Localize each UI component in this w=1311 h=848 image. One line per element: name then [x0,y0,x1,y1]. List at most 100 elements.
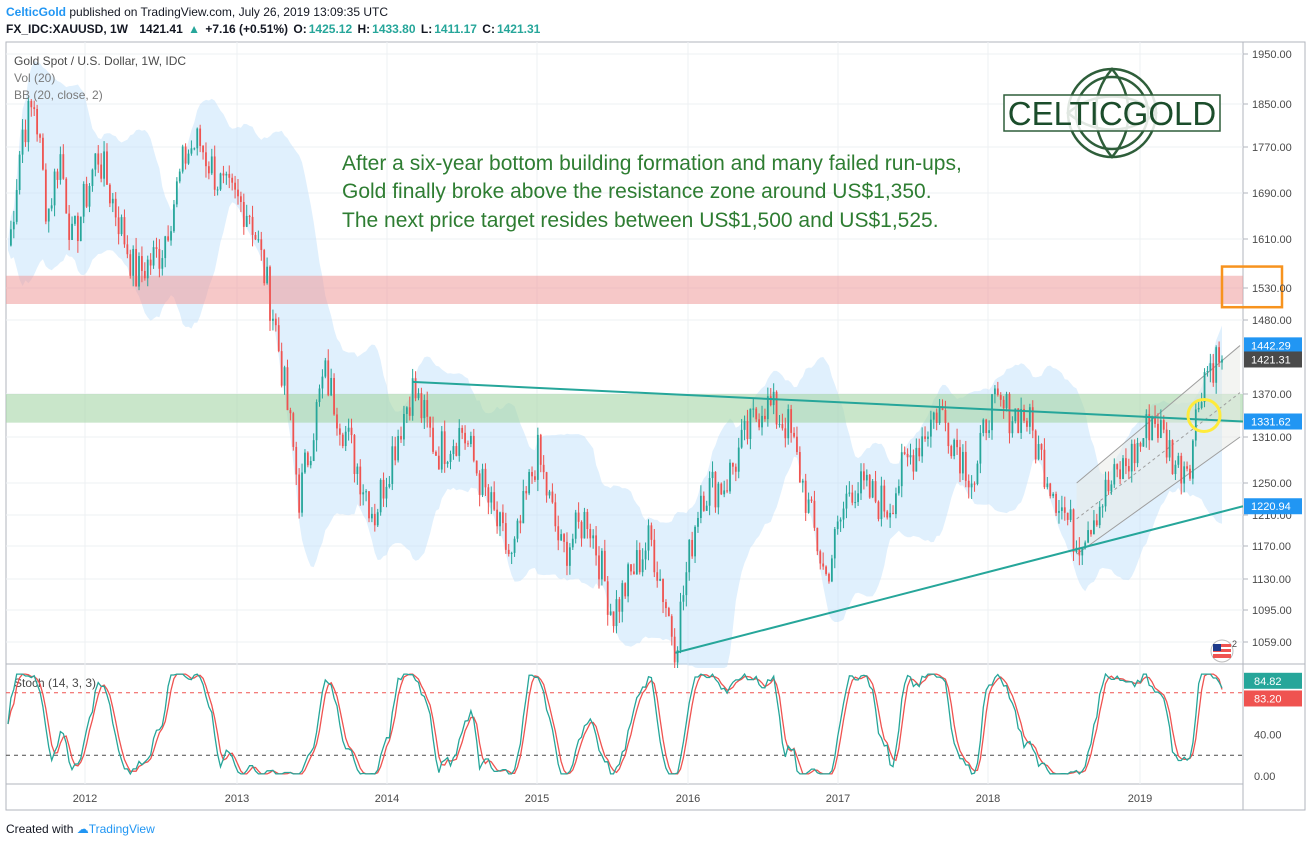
open-label: O: [293,22,307,36]
candle-body [1104,479,1107,507]
candle-body [205,152,207,167]
price-tick-label: 1130.00 [1252,574,1291,586]
candle-body [726,490,728,492]
stoch-k-badge-bg [1244,672,1302,689]
candle-body [595,535,597,556]
badge-resistance-bg [1244,413,1302,430]
candle-body [39,134,41,138]
close-value: 1421.31 [496,22,541,36]
candle-body [321,376,324,389]
candle-body [528,472,531,494]
candle-body [356,466,359,474]
candle-body [18,154,21,191]
candle-body [129,254,132,276]
candle-body [1171,440,1174,475]
candle-body [746,421,749,439]
candle-body [50,205,53,209]
candle-body [149,259,152,266]
candle-body [586,511,589,530]
candle-body [871,481,874,498]
tradingview-logo-icon: ☁ [76,822,89,836]
publisher-name[interactable]: CelticGold [6,5,67,19]
candle-body [74,215,76,224]
candle-body [560,534,563,541]
candle-body [633,571,635,575]
candle-body [269,266,271,321]
candle-body [927,436,929,439]
time-tick-label: 2012 [73,793,97,805]
candle-body [365,491,367,493]
candle-body [1212,363,1215,383]
candle-body [612,611,615,627]
stoch-axis[interactable]: 40.00 0.00 84.82 83.20 [1244,672,1302,783]
candle-body [408,407,411,416]
candle-body [152,247,155,266]
candle-body [76,215,79,242]
candle-body [810,499,813,501]
candle-body [1011,421,1014,434]
candle-body [1028,407,1031,427]
candle-body [886,511,889,518]
candle-body [1180,455,1183,484]
candle-body [452,446,455,455]
candle-body [420,393,423,419]
candle-body [91,169,94,187]
candle-body [405,407,408,414]
candle-body [414,378,417,399]
candle-body [173,204,175,232]
candle-body [650,525,653,540]
candle-body [30,100,33,108]
price-axis[interactable]: 1950.00 1850.00 1770.00 1690.00 1610.00 1530.… [1243,49,1292,649]
candle-body [895,493,897,515]
candle-body [257,239,260,241]
candle-body [1186,466,1188,469]
candle-body [68,213,71,240]
candle-body [1095,520,1098,526]
candle-body [1005,393,1008,409]
candle-body [1093,520,1095,535]
candle-body [455,446,458,456]
candle-body [1151,416,1154,441]
candle-body [263,250,266,284]
us-flag-event-icon[interactable]: 2 [1210,639,1237,663]
candle-body [1125,458,1127,467]
candle-body [1142,438,1145,447]
target-highlight-box[interactable] [1220,265,1284,309]
price-tick-label: 1610.00 [1252,234,1292,246]
events-count: 2 [1232,639,1237,649]
candle-body [1206,371,1209,373]
candle-body [126,244,129,255]
resistance-trendline[interactable] [411,380,1244,423]
breakout-circle[interactable] [1186,398,1222,433]
candle-body [732,462,734,467]
support-trendline[interactable] [675,505,1244,654]
candle-body [85,183,88,207]
candle-body [283,367,286,386]
time-axis[interactable]: 2012 2013 2014 2015 2016 2017 2018 2019 [73,793,1152,805]
candle-body [394,446,397,461]
footer-brand[interactable]: TradingView [88,822,155,836]
candle-body [918,447,921,457]
candle-body [464,432,466,444]
candle-body [813,500,816,528]
candle-body [210,156,213,174]
price-tick-label: 1250.00 [1252,478,1292,490]
stoch-d-badge: 83.20 [1254,693,1282,705]
candle-body [21,129,24,155]
candle-body [580,521,583,539]
candle-body [59,154,62,180]
candle-body [766,396,769,420]
candle-body [670,616,673,637]
candle-body [1046,483,1049,488]
candle-body [15,190,18,222]
candle-body [1139,442,1142,447]
stoch-k-line [7,672,1223,776]
candle-body [950,446,953,457]
candle-body [403,413,405,440]
candle-body [120,217,123,235]
candle-body [653,539,656,573]
candle-body [956,439,958,448]
candle-body [373,513,376,526]
candle-body [548,491,551,496]
